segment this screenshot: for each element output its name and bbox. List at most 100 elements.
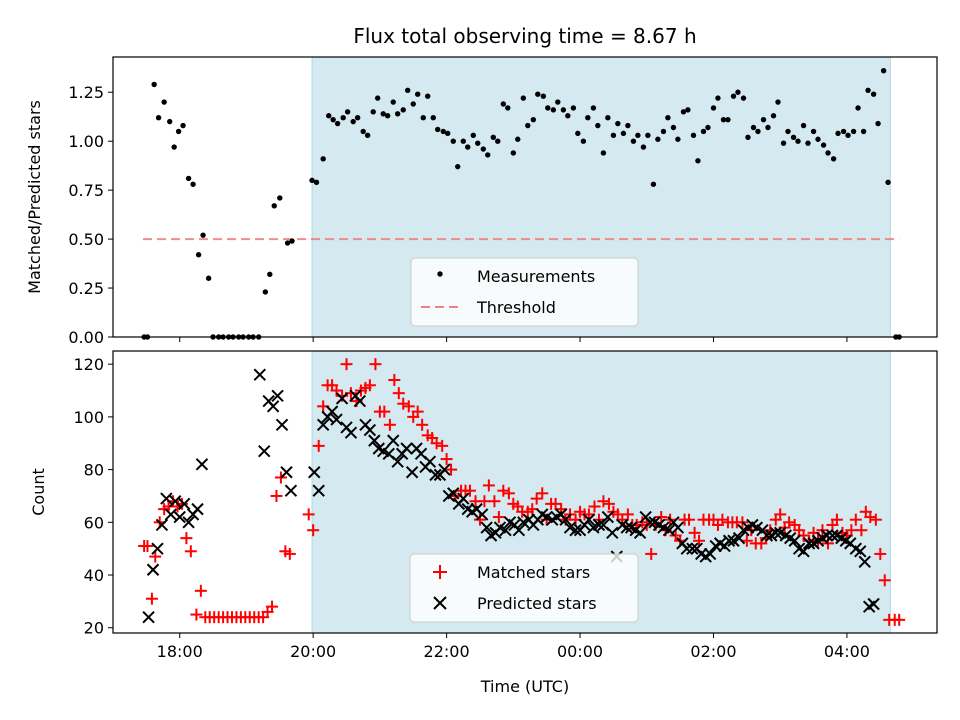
- matched-star-point: [864, 511, 877, 524]
- predicted-star-stroke: [438, 463, 451, 476]
- predicted-star-point: [559, 513, 572, 526]
- predicted-star-point: [191, 502, 204, 516]
- matched-star-point: [783, 516, 796, 529]
- predicted-star-stroke: [784, 531, 797, 545]
- measurement-point: [595, 122, 601, 129]
- top-x-axis: [179, 337, 848, 342]
- matched-star-point: [378, 405, 391, 418]
- predicted-star-point: [512, 524, 526, 537]
- measurement-point: [785, 128, 791, 135]
- measurement-point: [710, 105, 717, 111]
- matched-star-point: [388, 373, 401, 386]
- measurement-point: [313, 179, 320, 186]
- measurement-point: [530, 116, 537, 123]
- predicted-star-stroke: [480, 521, 493, 534]
- matched-star-point: [716, 513, 729, 526]
- predicted-star-point: [499, 524, 512, 537]
- predicted-star-point: [312, 484, 325, 497]
- matched-star-point: [683, 513, 696, 526]
- matched-star-point: [392, 387, 405, 400]
- predicted-star-stroke: [779, 529, 792, 542]
- measurement-point: [330, 116, 336, 123]
- predicted-star-stroke: [773, 526, 787, 540]
- y-tick-label: 20: [84, 619, 104, 638]
- predicted-star-stroke: [391, 455, 404, 468]
- matched-star-point: [184, 545, 197, 558]
- predicted-star-stroke: [344, 426, 358, 439]
- predicted-star-stroke: [387, 434, 400, 447]
- bottom-panel: 20 40 60 80 100 120 18:00 20:00 22:00 00:00 02:00…: [29, 350, 938, 696]
- predicted-star-point: [475, 508, 489, 521]
- measurement-point: [740, 95, 747, 101]
- measurement-point: [860, 128, 867, 135]
- x-tick-label: 04:00: [824, 642, 870, 661]
- y-tick-label: 100: [73, 408, 104, 427]
- measurement-point: [510, 150, 517, 156]
- measurement-point: [675, 136, 681, 142]
- predicted-star-point: [480, 521, 493, 534]
- measurement-point: [370, 109, 376, 115]
- predicted-star-stroke: [173, 510, 186, 524]
- measurement-point: [520, 95, 527, 101]
- predicted-star-point: [405, 466, 419, 479]
- predicted-star-stroke: [169, 495, 182, 508]
- measurement-point: [815, 136, 821, 142]
- matched-star-point: [411, 405, 424, 418]
- matched-star-point: [307, 524, 320, 537]
- matched-star-point: [502, 487, 515, 500]
- matched-star-point: [445, 463, 458, 476]
- measurement-point: [865, 87, 871, 93]
- y-tick-label: 80: [84, 461, 104, 480]
- measurement-point: [445, 130, 451, 137]
- predicted-star-point: [760, 529, 774, 542]
- predicted-star-point: [258, 444, 271, 458]
- matched-star-point: [440, 453, 453, 466]
- matched-star-point: [845, 524, 858, 537]
- measurement-point: [610, 132, 617, 139]
- measurement-point: [830, 156, 837, 162]
- measurement-point: [720, 116, 727, 123]
- predicted-star-point: [802, 537, 816, 550]
- matched-star-point: [693, 534, 706, 547]
- predicted-star-point: [275, 418, 289, 432]
- top-legend-box: [410, 257, 639, 327]
- measurement-point: [151, 81, 157, 88]
- y-tick-label: 120: [73, 355, 104, 374]
- predicted-star-stroke: [732, 531, 746, 545]
- predicted-star-stroke: [559, 513, 572, 526]
- measurement-point: [414, 91, 421, 97]
- measurement-point: [685, 107, 691, 113]
- predicted-star-point: [280, 466, 293, 479]
- measurement-point: [460, 138, 466, 144]
- measurement-point: [835, 130, 841, 137]
- measurement-point: [875, 120, 881, 127]
- predicted-star-point: [146, 563, 160, 576]
- measurement-point: [390, 99, 396, 105]
- predicted-star-stroke: [512, 524, 526, 537]
- predicted-star-stroke: [191, 502, 204, 516]
- chart-title: Flux total observing time = 8.67 h: [353, 24, 696, 48]
- predicted-star-stroke: [750, 521, 764, 534]
- legend-predicted-label: Predicted stars: [477, 594, 597, 613]
- measurement-point: [380, 111, 386, 117]
- predicted-star-point: [391, 455, 404, 468]
- predicted-star-stroke: [266, 400, 280, 413]
- predicted-star-stroke: [423, 455, 437, 468]
- bottom-y-axis: 20 40 60 80 100 120: [73, 355, 113, 638]
- measurement-point: [309, 177, 315, 184]
- predicted-star-point: [353, 394, 367, 408]
- predicted-star-stroke: [703, 547, 717, 561]
- predicted-star-stroke: [854, 545, 867, 558]
- measurement-point: [430, 114, 436, 121]
- measurement-point: [480, 146, 486, 152]
- matched-star-point: [141, 540, 154, 553]
- predicted-star-stroke: [713, 537, 727, 550]
- matched-star-point: [397, 397, 410, 410]
- x-axis-label: Time (UTC): [480, 677, 569, 696]
- matched-star-point: [190, 608, 203, 621]
- predicted-star-stroke: [760, 529, 774, 542]
- measurement-point: [755, 128, 761, 135]
- measurement-point: [289, 238, 295, 244]
- predicted-star-stroke: [312, 484, 325, 497]
- predicted-star-point: [633, 526, 647, 540]
